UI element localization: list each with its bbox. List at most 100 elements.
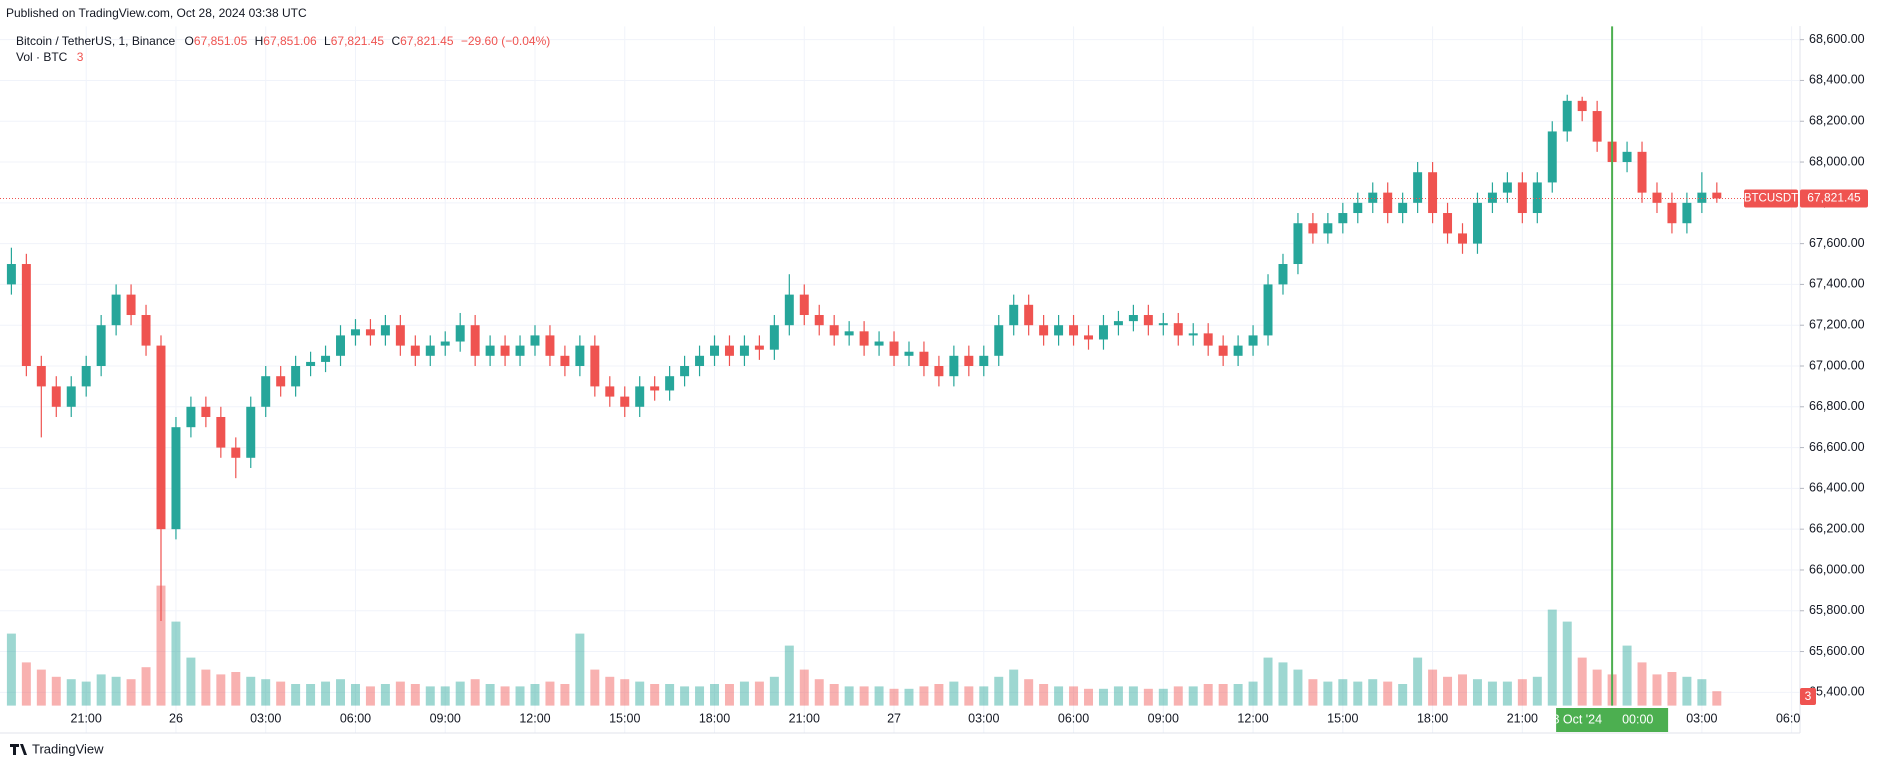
volume-bar [365,686,375,706]
volume-bar [1712,691,1722,706]
volume-bar [814,679,824,706]
volume-bar [111,676,121,706]
legend-key: L [324,34,331,48]
candle-body [739,345,749,356]
candle-body [1218,345,1228,356]
volume-bar [440,686,450,706]
volume-bar [919,686,929,706]
volume-bar [1487,681,1497,706]
volume-bar [1682,676,1692,706]
volume-bar [21,662,31,706]
footer-logo: TradingView [10,741,104,756]
y-tick-label: 66,200.00 [1809,521,1865,535]
x-tick-label: 12:00 [1237,711,1268,725]
candle-body [276,376,286,387]
volume-bar [321,681,331,706]
volume-bar [934,684,944,706]
candle-body [246,406,256,458]
volume-tag [1800,688,1816,705]
volume-bar [1592,669,1602,706]
volume-bar [395,681,405,706]
volume-bar [1039,684,1049,706]
volume-bar [829,684,839,706]
price-tag-text: 67,821.45 [1807,191,1861,205]
volume-bar [201,669,211,706]
candle-body [964,355,974,366]
candle-body [1188,333,1198,336]
publish-note: Published on TradingView.com, Oct 28, 20… [6,6,307,20]
y-tick-label: 67,000.00 [1809,358,1865,372]
volume-bar [1054,686,1064,706]
candle-body [994,325,1004,356]
candle-body [769,325,779,350]
volume-bar [126,679,136,706]
candle-body [1368,192,1378,203]
y-tick-label: 66,600.00 [1809,440,1865,454]
price-tags: BTCUSDT 67,821.45 3 28 Oct '24 00:00 [1546,189,1868,732]
candle-body [455,325,465,342]
candle-body [949,355,959,377]
candle-body [635,386,645,407]
candle-body [6,264,16,285]
legend-key: H [255,34,264,48]
candle-body [306,361,316,366]
y-tick-label: 68,200.00 [1809,114,1865,128]
volume-bar [306,684,316,706]
volume-bar [485,684,495,706]
overlay [0,26,1800,706]
volume-bar [470,679,480,706]
candle-body [81,366,91,387]
legend-key: O [185,34,194,48]
y-tick-label: 67,400.00 [1809,277,1865,291]
volume-bar [1353,681,1363,706]
x-tick-label: 06:00 [340,711,371,725]
candle-body [350,329,360,336]
candle-body [395,325,405,346]
volume-bar [81,681,91,706]
crosshair-date: 28 Oct '24 [1546,712,1603,726]
volume-bar [575,633,585,706]
legend-key: C [391,34,400,48]
volume-bar [1383,681,1393,706]
x-tick-label: 09:00 [430,711,461,725]
candle-body [1458,233,1467,244]
volume-bar [1697,679,1707,706]
candle-body [1113,321,1123,326]
candle-body [141,315,151,346]
volume-bar [1024,679,1034,706]
candle-body [1308,223,1318,234]
y-tick-label: 66,400.00 [1809,481,1865,495]
volume-bar [665,684,675,706]
candle-body [889,341,899,356]
volume-bar [1517,679,1527,706]
x-tick-label: 03:00 [968,711,999,725]
candle-body [156,345,166,530]
candle-body [1233,345,1243,356]
x-tick-label: 18:00 [1417,711,1448,725]
candle-body [1398,202,1408,214]
candle-body [66,386,76,407]
volume-bar [515,686,525,706]
volume-bar [530,684,540,706]
x-tick-label: 21:00 [1507,711,1538,725]
candle-body [1712,192,1722,199]
volume-bar [1218,684,1228,706]
legend-symbol: Bitcoin / TetherUS, 1, Binance [16,34,176,48]
logo-mark [10,744,27,755]
candle-body [695,355,705,366]
x-tick-label: 26 [169,711,183,725]
legend-value: 67,821.45 [400,34,454,48]
volume-bar [1188,686,1198,706]
volume-bar [1293,669,1303,706]
candle-body [261,376,271,407]
candle-body [754,345,764,350]
candle-body [1173,323,1183,336]
candle-body [575,345,585,366]
volume-bar [1338,679,1348,706]
candle-body [934,366,944,377]
volume-bar [635,681,645,706]
y-tick-label: 65,600.00 [1809,644,1865,658]
volume-bar [1622,645,1632,706]
volume-bar [994,676,1004,706]
legend-line: Bitcoin / TetherUS, 1, Binance O67,851.0… [16,34,550,48]
